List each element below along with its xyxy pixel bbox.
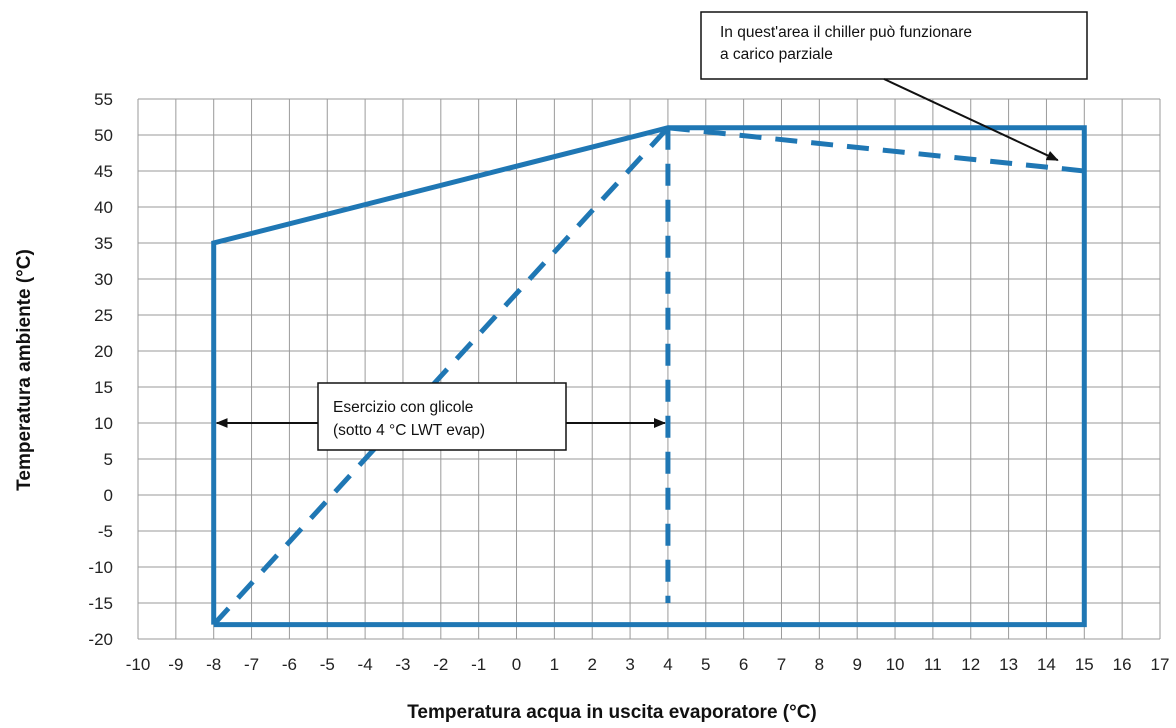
y-tick-label: 40 (94, 198, 113, 217)
x-tick-label: 16 (1113, 655, 1132, 674)
annotation-arrow-partial-load (883, 78, 1059, 162)
y-tick-label: 45 (94, 162, 113, 181)
series-lines (211, 125, 1087, 628)
x-tick-label: -4 (358, 655, 373, 674)
x-tick-label: 12 (961, 655, 980, 674)
x-tick-labels: -10 -9 -8 -7 -6 -5 -4 -3 -2 -1 0 1 2 3 4 5 6 7 8 9 10 11 12 13 1… (126, 655, 1170, 674)
y-tick-label: -5 (98, 522, 113, 541)
y-tick-label: 55 (94, 90, 113, 109)
y-tick-label: 50 (94, 126, 113, 145)
x-tick-label: 7 (777, 655, 786, 674)
x-tick-label: 2 (587, 655, 596, 674)
x-tick-label: -5 (320, 655, 335, 674)
x-tick-label: 4 (663, 655, 672, 674)
annotations: In quest'area il chiller può funzionare a… (215, 11, 1088, 451)
y-tick-label: 20 (94, 342, 113, 361)
x-tick-label: -3 (395, 655, 410, 674)
y-tick-label: -15 (88, 594, 113, 613)
x-tick-label: 3 (625, 655, 634, 674)
y-tick-label: 15 (94, 378, 113, 397)
x-tick-label: -6 (282, 655, 297, 674)
x-tick-label: -1 (471, 655, 486, 674)
x-tick-label: 1 (550, 655, 559, 674)
dashed-boundary-line (667, 125, 1085, 174)
y-tick-label: -20 (88, 630, 113, 649)
x-tick-label: 14 (1037, 655, 1056, 674)
y-tick-label: 35 (94, 234, 113, 253)
x-tick-label: 10 (886, 655, 905, 674)
annotation-text-glycol: Esercizio con glicole (333, 399, 473, 416)
x-tick-label: 11 (924, 655, 942, 674)
x-tick-label: 6 (739, 655, 748, 674)
y-axis-title: Temperatura ambiente (°C) (14, 249, 35, 491)
y-tick-label: 0 (104, 486, 113, 505)
annotation-text-partial-load: In quest'area il chiller può funzionare (720, 24, 972, 41)
y-tick-label: 25 (94, 306, 113, 325)
x-tick-label: 5 (701, 655, 710, 674)
dashed-boundary-line (211, 126, 670, 627)
envelope-boundary-line (211, 125, 1087, 628)
x-axis-title: Temperatura acqua in uscita evaporatore … (407, 702, 817, 723)
grid (137, 98, 1161, 640)
x-tick-label: -7 (244, 655, 259, 674)
x-tick-label: -2 (433, 655, 448, 674)
x-tick-label: -10 (126, 655, 151, 674)
x-tick-label: 17 (1151, 655, 1170, 674)
x-tick-label: 13 (999, 655, 1018, 674)
x-tick-label: 0 (512, 655, 521, 674)
x-tick-label: -8 (206, 655, 221, 674)
x-tick-label: 8 (815, 655, 824, 674)
y-tick-label: 10 (94, 414, 113, 433)
annotation-box-partial-load (700, 11, 1088, 80)
annotation-box-glycol (317, 382, 567, 451)
x-tick-label: 9 (852, 655, 861, 674)
x-tick-label: -9 (168, 655, 183, 674)
x-tick-label: 15 (1075, 655, 1094, 674)
annotation-text-glycol: (sotto 4 °C LWT evap) (333, 422, 485, 439)
y-tick-label: 30 (94, 270, 113, 289)
y-tick-label: 5 (104, 450, 113, 469)
annotation-text-partial-load: a carico parziale (720, 46, 833, 63)
y-tick-label: -10 (88, 558, 113, 577)
